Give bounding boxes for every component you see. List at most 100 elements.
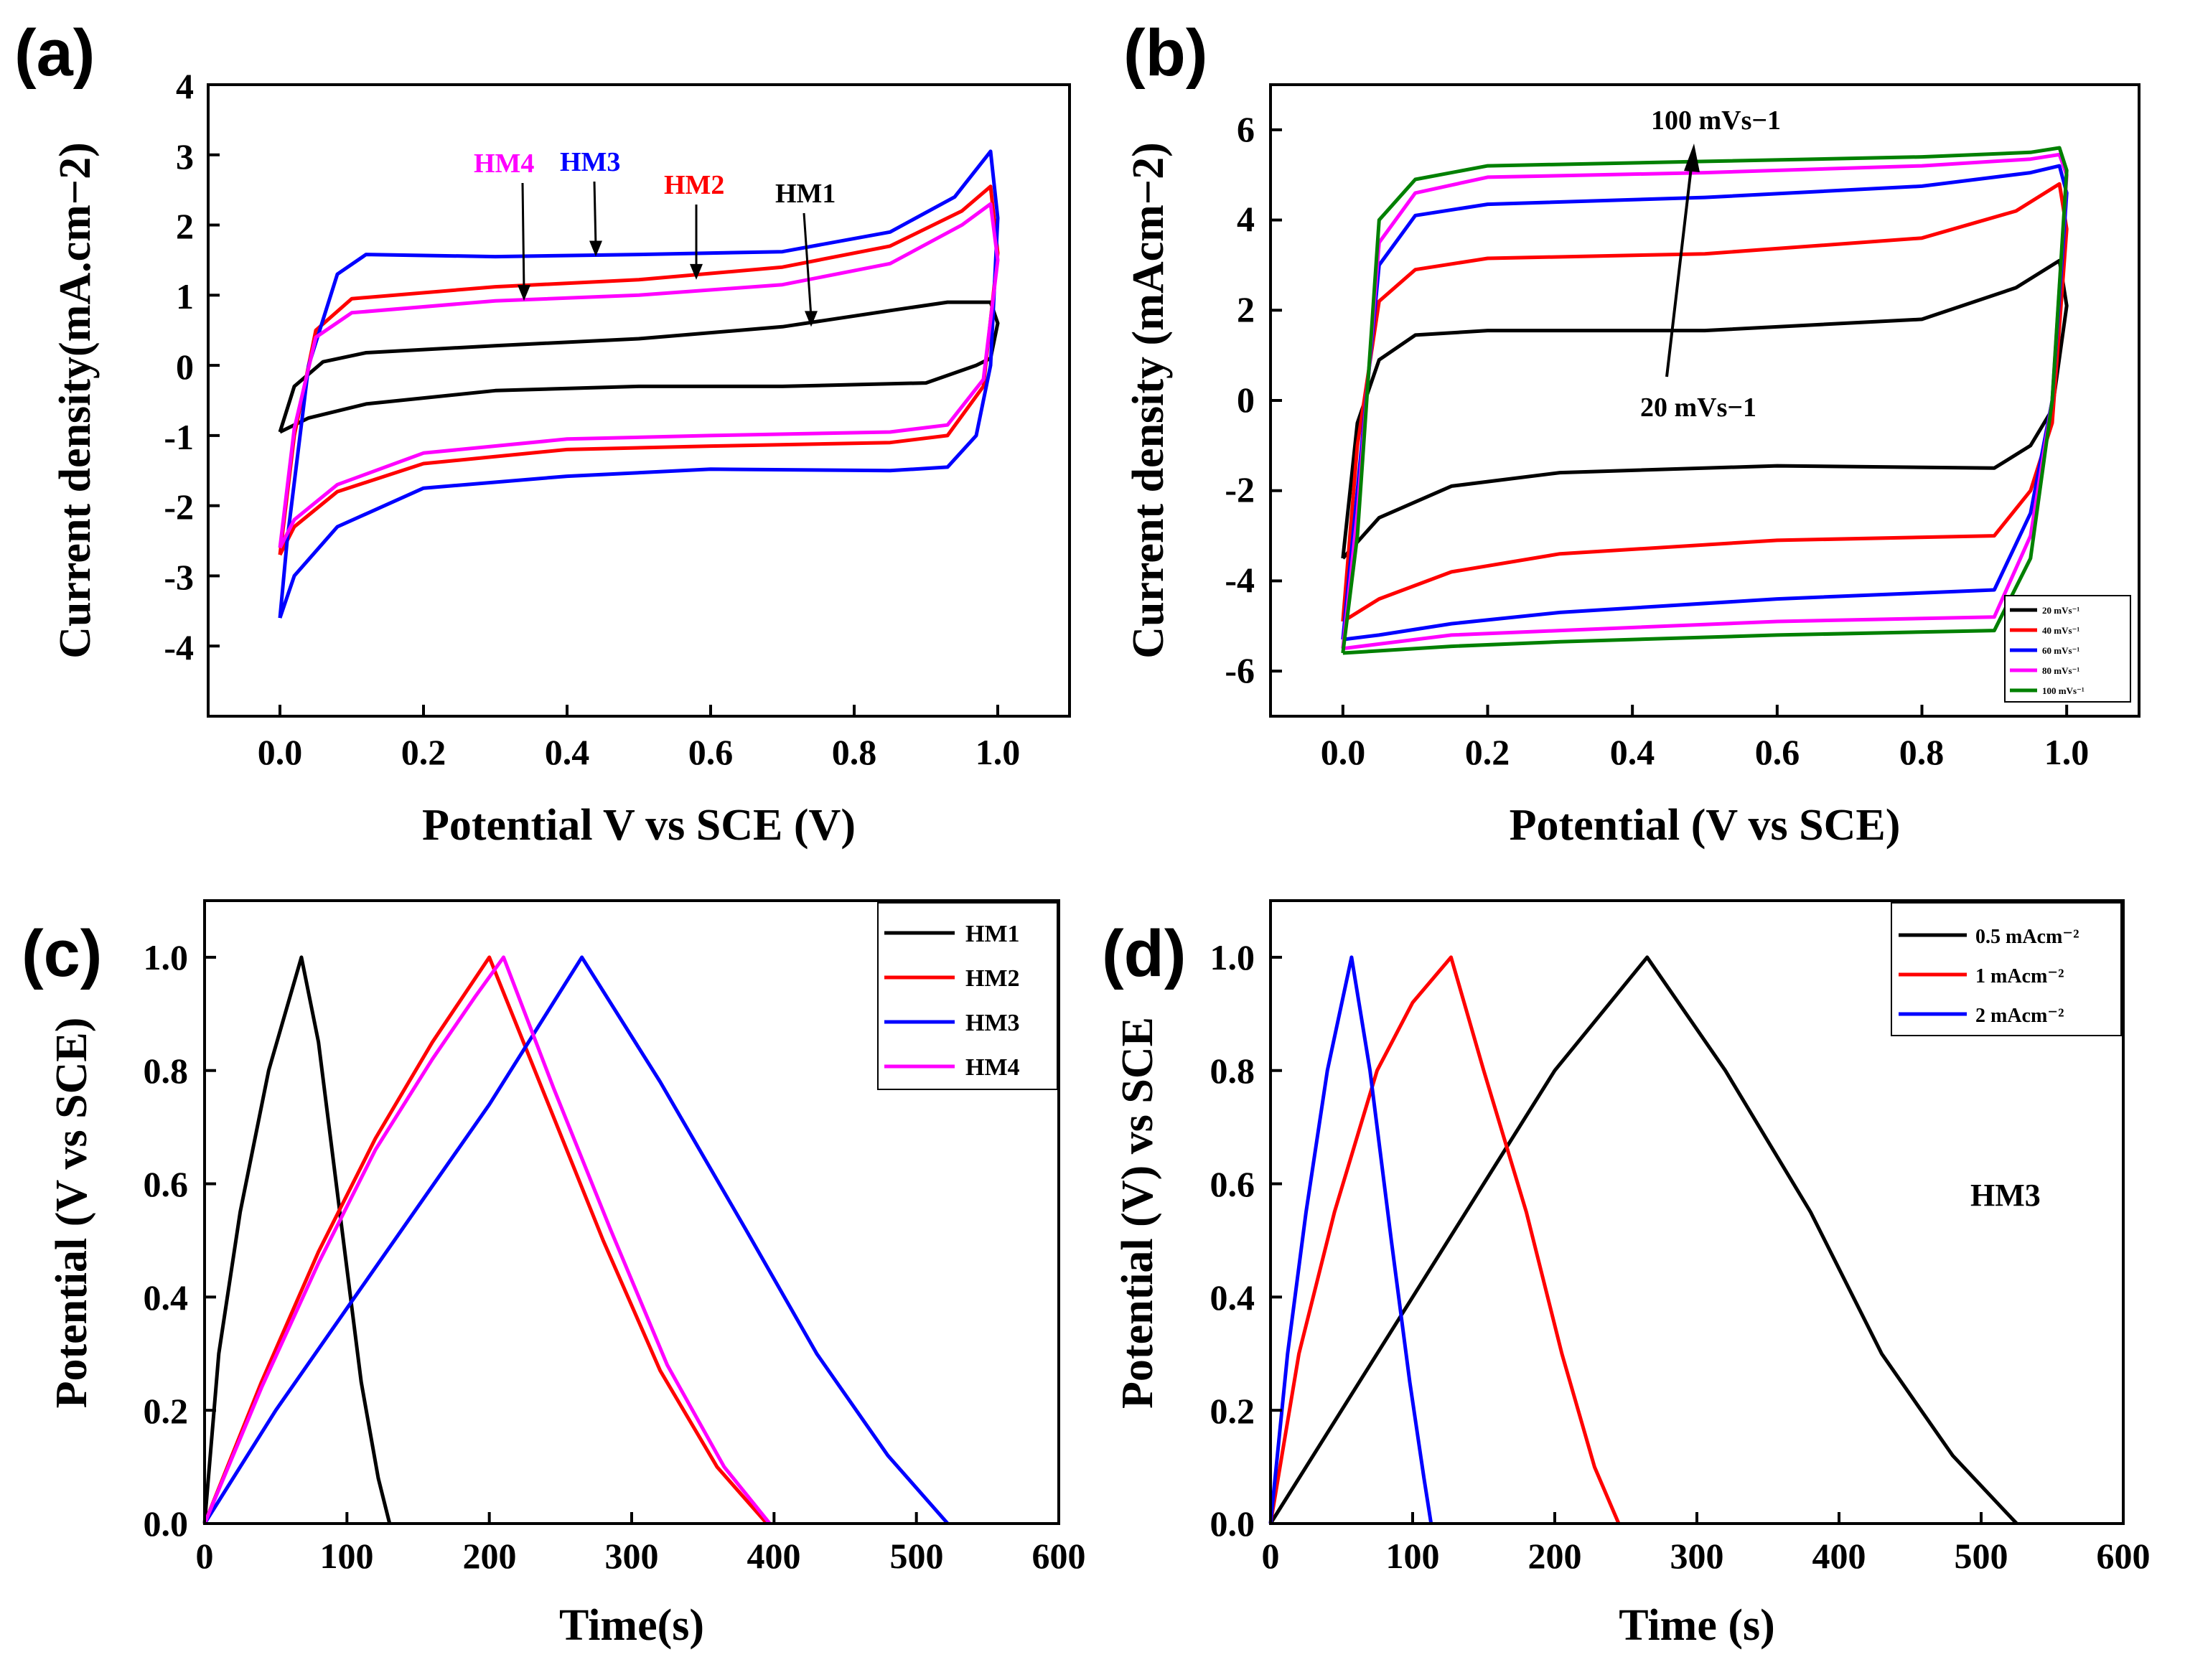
- panel-d-xtick: 100: [1386, 1536, 1440, 1576]
- panel-b-ytick: -6: [1225, 650, 1255, 690]
- panel-c-ytick: 0.2: [144, 1391, 189, 1431]
- annotation-arrow-shaft: [803, 212, 813, 317]
- panel-a-frame: [207, 83, 1071, 718]
- panel-d-xtick: 300: [1670, 1536, 1724, 1576]
- panel-a-annot-hm1: HM1: [775, 179, 836, 209]
- panel-b-legend: 20 mVs⁻¹ 40 mVs⁻¹ 60 mVs⁻¹ 80 mVs⁻¹ 100 …: [2004, 595, 2131, 703]
- panel-c-ticks: [203, 955, 1060, 1525]
- panel-b: (b) 6 4 2 0 -2 -4 -6 0.0 0.2 0.4 0.6 0.8…: [1123, 17, 2140, 850]
- series-loop-100-mvs-1: [1341, 146, 2069, 655]
- panel-b-ytick: 2: [1237, 289, 1255, 329]
- panel-c-xtick: 600: [1032, 1536, 1086, 1576]
- series-loop-60-mvs-1: [1341, 164, 2069, 642]
- panel-a-ytick: -2: [164, 487, 194, 527]
- panel-a-xlabel: Potential V vs SCE (V): [422, 801, 856, 850]
- panel-b-xtick: 0.6: [1755, 732, 1800, 772]
- panel-c-xtick: 0: [196, 1536, 214, 1576]
- panel-b-xlabel: Potential (V vs SCE): [1510, 801, 1901, 850]
- panel-a-annot-hm4: HM4: [474, 149, 534, 179]
- series-line-hm2: [202, 955, 769, 1525]
- panel-b-plot: [1341, 146, 2069, 655]
- panel-b-arrow-shaft: [1665, 161, 1693, 377]
- annotation-arrow-head: [518, 285, 530, 301]
- panel-d-ylabel: Potential (V) vs SCE: [1113, 1017, 1162, 1409]
- series-loop-hm1: [278, 300, 1000, 434]
- panel-b-xtick: 0.0: [1321, 732, 1366, 772]
- panel-a-xtick: 0.6: [688, 732, 734, 772]
- panel-d-ticks: [1269, 955, 2125, 1525]
- panel-b-xtick: 0.8: [1899, 732, 1945, 772]
- panel-b-ticks: [1271, 128, 2069, 716]
- panel-a-xtick: 1.0: [975, 732, 1021, 772]
- panel-c-xlabel: Time(s): [559, 1601, 704, 1650]
- panel-d-legend: 0.5 mAcm⁻² 1 mAcm⁻² 2 mAcm⁻²: [1891, 902, 2122, 1036]
- panel-b-ytick: 0: [1237, 380, 1255, 420]
- panel-b-legend-label: 20 mVs⁻¹: [2042, 605, 2079, 616]
- panel-d-xtick: 500: [1955, 1536, 2008, 1576]
- annotation-arrow-head: [805, 311, 818, 327]
- panel-c-ylabel: Potential (V vs SCE): [47, 1018, 96, 1409]
- panel-label-c: (c): [22, 917, 102, 990]
- panel-a-xtick: 0.8: [832, 732, 877, 772]
- panel-d-legend-box: [1891, 902, 2122, 1036]
- series-line-2-macm-2: [1268, 955, 1433, 1524]
- panel-a-plot: [278, 149, 1000, 619]
- panel-c-ytick: 0.4: [144, 1277, 189, 1318]
- panel-label-d: (d): [1102, 917, 1186, 990]
- annotation-arrow-head: [589, 240, 602, 257]
- panel-c-xtick: 200: [463, 1536, 517, 1576]
- annotation-arrow-head: [690, 263, 703, 280]
- panel-a-ylabel: Current density(mA.cm−2): [51, 142, 100, 659]
- panel-c-legend: HM1 HM2 HM3 HM4: [877, 902, 1058, 1090]
- panel-d-plot: [1268, 955, 2018, 1525]
- panel-c-xtick: 400: [747, 1536, 801, 1576]
- panel-d-xtick: 400: [1812, 1536, 1866, 1576]
- panel-d-xlabel: Time (s): [1619, 1601, 1775, 1650]
- panel-d-ytick: 0.4: [1210, 1277, 1255, 1318]
- series-line-hm4: [202, 955, 772, 1525]
- panel-c-legend-label: HM1: [965, 921, 1020, 947]
- panel-b-annot-100: 100 mVs−1: [1651, 105, 1781, 136]
- series-line-0-5-macm-2: [1268, 955, 2018, 1525]
- panel-c-xtick: 100: [320, 1536, 374, 1576]
- panel-c-legend-label: HM3: [965, 1010, 1020, 1036]
- panel-b-legend-label: 60 mVs⁻¹: [2042, 645, 2079, 656]
- panel-b-ytick: -2: [1225, 469, 1255, 510]
- panel-a-xtick: 0.2: [401, 732, 446, 772]
- panel-d-xtick: 600: [2097, 1536, 2151, 1576]
- panel-c-xtick: 500: [890, 1536, 944, 1576]
- panel-a-ytick: -4: [164, 627, 194, 667]
- panel-c-ytick: 0.6: [144, 1164, 189, 1204]
- panel-d-legend-label: 1 mAcm⁻²: [1975, 965, 2064, 987]
- panel-a-ytick: 1: [176, 276, 194, 316]
- panel-d-annot-hm3: HM3: [1970, 1178, 2041, 1213]
- panel-a-ytick: 2: [176, 206, 194, 246]
- panel-label-b: (b): [1123, 17, 1207, 90]
- panel-b-legend-label: 100 mVs⁻¹: [2042, 685, 2085, 696]
- panel-d-xtick: 200: [1528, 1536, 1582, 1576]
- series-line-1-macm-2: [1268, 955, 1621, 1524]
- annotation-arrow-shaft: [521, 182, 525, 291]
- panel-a-xtick: 0.4: [545, 732, 590, 772]
- panel-b-annot-20: 20 mVs−1: [1640, 393, 1756, 423]
- series-loop-hm4: [278, 202, 1000, 549]
- panel-d-ytick: 0.8: [1210, 1051, 1255, 1091]
- panel-b-arrow-head: [1684, 144, 1700, 172]
- panel-b-xtick: 1.0: [2044, 732, 2090, 772]
- panel-a-ytick: -1: [164, 417, 194, 457]
- panel-a-ticks: [208, 83, 999, 716]
- panel-a-ytick: 3: [176, 136, 194, 177]
- panel-c-xtick: 300: [605, 1536, 659, 1576]
- series-loop-hm3: [278, 149, 1000, 619]
- panel-label-a: (a): [14, 17, 95, 90]
- panel-a-ytick: 4: [176, 66, 194, 106]
- panel-a-arrows: [518, 181, 818, 327]
- panel-c-plot: [202, 955, 950, 1525]
- panel-b-ytick: -4: [1225, 560, 1255, 600]
- panel-a-annot-hm2: HM2: [664, 170, 724, 200]
- panel-c-ytick: 0.0: [144, 1503, 189, 1544]
- panel-d-legend-label: 2 mAcm⁻²: [1975, 1005, 2064, 1027]
- panel-c-ytick: 1.0: [144, 937, 189, 977]
- panel-a-annot-hm3: HM3: [560, 147, 620, 177]
- panel-d-ytick: 0.6: [1210, 1164, 1255, 1204]
